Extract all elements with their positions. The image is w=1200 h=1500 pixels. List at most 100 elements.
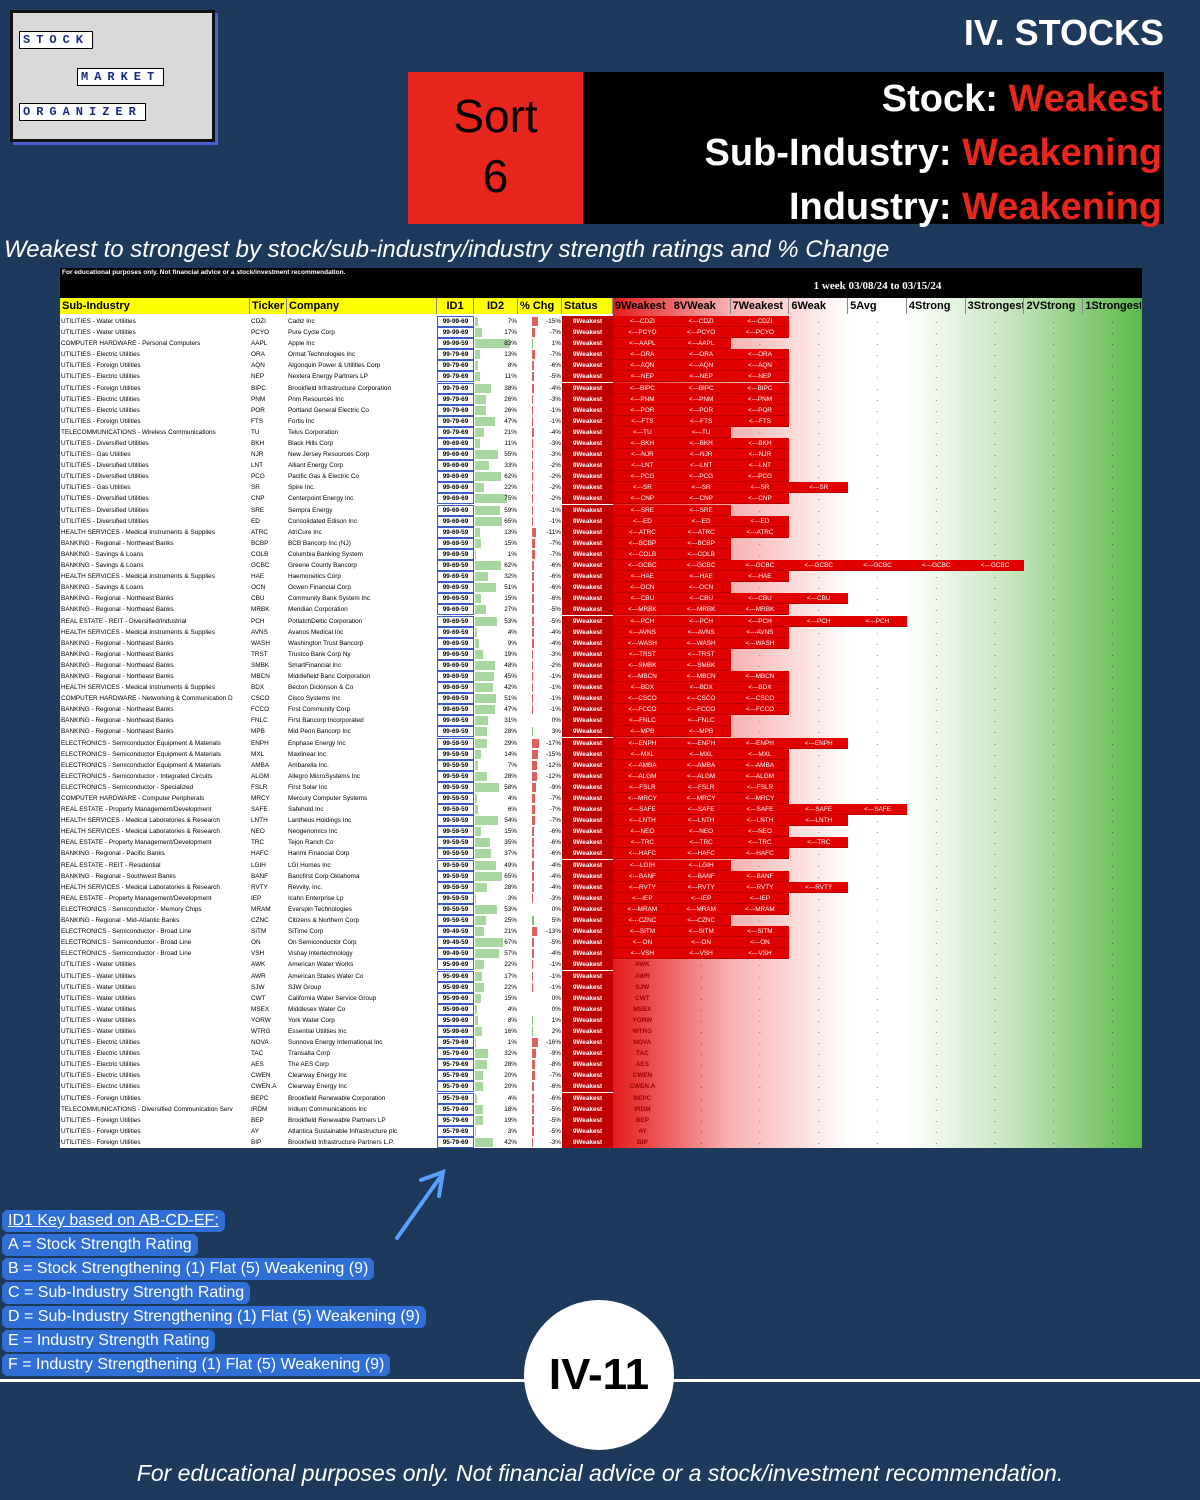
empty-cell: . (994, 661, 996, 669)
empty-cell: . (935, 506, 938, 514)
arrow: <--- (628, 717, 640, 725)
sub-industry: UTILITIES - Water Utilities (61, 1005, 136, 1013)
sub-industry: UTILITIES - Diversified Utilities (61, 517, 149, 525)
cell-ticker: MRBK (755, 606, 775, 614)
strength-cell: <---TRC (671, 837, 731, 849)
pct-change: -5% (549, 1116, 561, 1124)
arrow: <--- (689, 684, 700, 692)
cell-ticker: HAFC (638, 850, 657, 858)
arrow: <--- (687, 917, 698, 925)
arrow: <--- (687, 706, 698, 714)
id2: 9% (507, 639, 517, 647)
strength-cell: <---MRCY (613, 793, 672, 804)
sub-industry: BANKING - Regional - Southwest Banks (61, 872, 176, 880)
criterion-value: Weakening (962, 132, 1162, 174)
strength-cell: <---ENPH (789, 737, 849, 749)
company: Algonquin Power & Utilities Corp (288, 362, 381, 370)
arrow: <--- (687, 628, 698, 636)
ticker: MRCY (251, 795, 270, 802)
column-header: 4Strong (907, 298, 966, 314)
key-line: C = Sub-Industry Strength Rating (2, 1282, 251, 1304)
id2-bar (475, 938, 504, 948)
sub-industry: ELECTRONICS - Semiconductor - Broad Line (61, 939, 192, 947)
empty-cell: . (994, 905, 996, 913)
strength-cell: <---PCYO (730, 327, 790, 339)
header-band (60, 268, 1142, 298)
empty-cell: . (1052, 606, 1055, 614)
empty-cell: . (817, 772, 820, 780)
empty-cell: . (994, 695, 996, 703)
column-header: Ticker (250, 298, 287, 314)
empty-cell: . (817, 584, 820, 592)
pct-change: -4% (549, 628, 561, 636)
pct-change: -4% (549, 384, 561, 392)
empty-cell: . (1111, 1061, 1114, 1069)
cell-ticker: FCCO (697, 706, 716, 714)
arrow: <--- (809, 484, 820, 492)
arrow: <--- (689, 573, 700, 581)
empty-cell: . (994, 417, 996, 425)
status: 9Weakest (562, 460, 613, 472)
cell-ticker: LNT (700, 462, 713, 470)
arrow: <--- (746, 817, 757, 825)
empty-cell: . (1111, 661, 1114, 669)
empty-cell: . (759, 717, 761, 725)
empty-cell: . (994, 617, 996, 625)
strength-cell: <---MRAM (671, 903, 731, 915)
status: 9Weakest (562, 526, 613, 538)
strength-cell: <---LNT (613, 460, 672, 472)
empty-cell: . (1052, 883, 1055, 891)
id1: 95-99-69 (437, 981, 474, 993)
status: 9Weakest (562, 892, 613, 904)
sub-industry: BANKING - Regional - Northeast Banks (61, 595, 174, 603)
company: Apple Inc (288, 340, 315, 348)
cell-ticker: LNTH (756, 817, 774, 825)
company: Lantheus Holdings Inc (288, 817, 352, 825)
id2: 32% (504, 573, 517, 581)
arrow: <--- (628, 872, 639, 880)
pct-change: -5% (549, 617, 561, 625)
sub-industry: BANKING - Regional - Northeast Banks (61, 639, 174, 647)
empty-cell: . (759, 661, 761, 669)
ticker: AWK (251, 961, 266, 969)
strength-cell: <---ORA (671, 349, 731, 361)
sub-industry: ELECTRONICS - Semiconductor Equipment & … (61, 750, 221, 758)
arrow: <--- (687, 550, 698, 558)
cell-ticker: AMBA (638, 761, 657, 769)
empty-cell: . (1052, 473, 1055, 481)
id2: 65% (504, 872, 517, 880)
empty-cell: . (817, 539, 820, 547)
empty-cell: . (759, 1127, 761, 1135)
empty-cell: . (817, 1072, 820, 1080)
cell-ticker: MXL (758, 750, 772, 758)
empty-cell: . (1111, 1016, 1114, 1024)
status: 9Weakest (562, 471, 613, 483)
strength-cell: <---AVNS (613, 626, 672, 638)
id2-bar (475, 694, 497, 704)
strength-cell: <---SRE (613, 504, 672, 516)
empty-cell: . (935, 428, 938, 436)
strength-cell: <---MXL (730, 748, 790, 760)
chg-bar (532, 383, 534, 393)
empty-cell: . (935, 1061, 938, 1069)
status: 9Weakest (562, 915, 613, 927)
cell-ticker: PNM (757, 395, 773, 403)
empty-cell: . (994, 928, 996, 936)
chg-bar (532, 738, 539, 748)
id2: 7% (507, 318, 517, 325)
strength-cell: <---TRC (730, 837, 790, 849)
cell-ticker: NJR (758, 451, 772, 459)
id1: 99-99-59 (437, 338, 474, 350)
empty-cell: . (817, 894, 820, 902)
arrow: <--- (748, 950, 759, 958)
id2: 4% (507, 628, 517, 636)
arrow: <--- (687, 650, 698, 658)
ticker: LNTH (251, 817, 268, 825)
cell-ticker: BKH (758, 440, 772, 448)
status: 9Weakest (562, 360, 613, 372)
sub-industry: UTILITIES - Foreign Utilities (61, 384, 141, 392)
empty-cell: . (759, 1016, 761, 1024)
pct-change: -7% (549, 351, 561, 359)
empty-cell: . (935, 495, 938, 503)
strength-cell: <---NEP (613, 371, 672, 383)
